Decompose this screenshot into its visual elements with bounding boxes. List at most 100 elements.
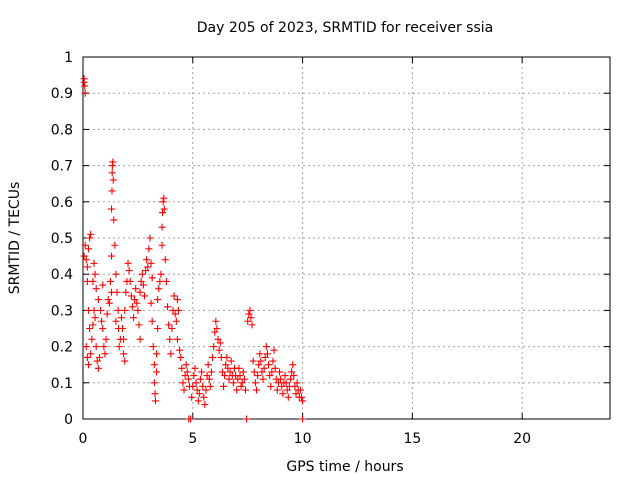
x-tick-label: 15 bbox=[403, 431, 421, 447]
y-tick-label: 0.9 bbox=[51, 86, 73, 102]
data-point bbox=[150, 361, 158, 369]
data-point bbox=[179, 379, 187, 387]
data-point bbox=[145, 245, 153, 253]
data-point bbox=[175, 306, 183, 314]
data-point bbox=[94, 296, 102, 304]
data-point bbox=[199, 382, 207, 390]
data-point bbox=[247, 314, 255, 322]
data-point bbox=[241, 386, 249, 394]
data-point bbox=[266, 372, 274, 380]
data-point bbox=[291, 382, 299, 390]
data-point bbox=[162, 277, 170, 285]
data-point bbox=[134, 306, 142, 314]
data-point bbox=[287, 375, 295, 383]
data-point bbox=[99, 325, 107, 332]
data-point bbox=[99, 281, 107, 289]
data-point bbox=[81, 241, 89, 249]
data-point bbox=[143, 256, 151, 264]
data-point bbox=[166, 335, 174, 343]
data-point bbox=[261, 353, 269, 361]
data-point bbox=[135, 321, 143, 329]
data-point bbox=[252, 386, 260, 394]
data-point bbox=[112, 270, 120, 278]
data-point bbox=[215, 346, 223, 354]
data-point bbox=[81, 82, 89, 90]
data-point bbox=[158, 209, 166, 217]
data-point bbox=[124, 259, 132, 267]
data-point bbox=[83, 353, 91, 361]
x-tick-label: 5 bbox=[188, 431, 197, 447]
data-point bbox=[130, 314, 138, 322]
data-point bbox=[104, 296, 112, 304]
data-point bbox=[254, 372, 262, 380]
data-point bbox=[210, 343, 218, 351]
plot-frame bbox=[82, 56, 611, 420]
data-point bbox=[127, 292, 135, 300]
data-point bbox=[290, 372, 298, 380]
y-tick-label: 0.8 bbox=[51, 122, 73, 138]
data-point bbox=[238, 379, 246, 387]
data-point bbox=[235, 364, 243, 372]
data-point bbox=[111, 241, 119, 249]
data-point bbox=[121, 306, 129, 314]
data-point bbox=[251, 379, 259, 387]
y-tick-label: 0.1 bbox=[51, 376, 73, 392]
data-point bbox=[171, 310, 179, 318]
data-point bbox=[160, 205, 168, 213]
data-point bbox=[139, 281, 147, 289]
data-point bbox=[154, 325, 162, 332]
data-point bbox=[167, 350, 175, 358]
data-point bbox=[293, 379, 301, 387]
data-point bbox=[84, 361, 92, 369]
data-point bbox=[262, 343, 270, 351]
data-point bbox=[237, 382, 245, 390]
data-point bbox=[114, 306, 122, 314]
data-point bbox=[156, 277, 164, 285]
y-tick-label: 0.2 bbox=[51, 340, 73, 356]
data-point bbox=[136, 335, 144, 343]
data-point bbox=[273, 386, 281, 394]
data-point bbox=[106, 277, 114, 285]
data-point bbox=[164, 303, 172, 311]
data-point bbox=[211, 328, 219, 336]
data-point bbox=[93, 357, 101, 365]
data-point bbox=[115, 343, 123, 351]
data-point bbox=[255, 361, 263, 369]
data-point bbox=[102, 335, 110, 343]
data-point bbox=[158, 223, 166, 231]
data-point bbox=[258, 368, 266, 376]
data-point bbox=[100, 343, 108, 351]
data-point bbox=[147, 259, 155, 267]
data-point bbox=[267, 382, 275, 390]
data-point bbox=[120, 335, 128, 343]
data-point bbox=[277, 375, 285, 383]
x-tick-label: 10 bbox=[294, 431, 312, 447]
data-point bbox=[109, 176, 117, 184]
data-point bbox=[126, 277, 134, 285]
data-point bbox=[170, 292, 178, 300]
data-point bbox=[239, 368, 247, 376]
data-point bbox=[146, 234, 154, 242]
data-point bbox=[92, 285, 100, 293]
data-point bbox=[142, 267, 150, 275]
data-point bbox=[276, 368, 284, 376]
data-point bbox=[240, 375, 248, 383]
data-point bbox=[176, 346, 184, 354]
data-point bbox=[183, 368, 191, 376]
y-tick-label: 0.6 bbox=[51, 195, 73, 211]
data-point bbox=[271, 364, 279, 372]
data-point bbox=[268, 368, 276, 376]
data-point bbox=[246, 306, 254, 314]
data-point bbox=[150, 379, 158, 387]
y-axis-label: SRMTID / TECUs bbox=[7, 182, 23, 295]
data-point bbox=[108, 252, 116, 260]
data-point bbox=[182, 361, 190, 369]
data-point bbox=[89, 321, 97, 329]
data-point bbox=[117, 314, 125, 322]
data-point bbox=[84, 245, 92, 253]
data-point bbox=[269, 357, 277, 365]
data-point bbox=[95, 353, 103, 361]
data-point bbox=[289, 361, 297, 369]
data-point bbox=[94, 364, 102, 372]
data-point bbox=[108, 169, 116, 177]
